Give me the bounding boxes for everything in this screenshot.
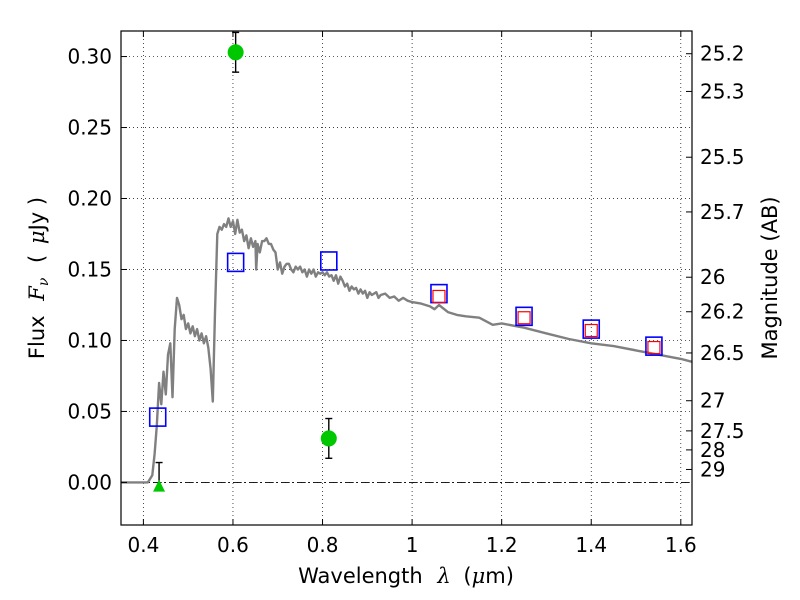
y2-tick-label: 26.5 [700, 341, 745, 365]
model-sed-line [121, 217, 693, 484]
y2-tick-label: 26 [700, 265, 725, 289]
observed-photometry-square [647, 340, 661, 355]
observed-photometry-square [584, 323, 598, 338]
observed-photometry-circle [227, 44, 244, 61]
model-photometry-square [582, 319, 601, 339]
y-tick-label: 0.25 [67, 116, 112, 140]
y-axis-label: Flux Fν ( μJy ) [25, 197, 53, 359]
observed-photometry-circle [320, 430, 337, 447]
x-axis-label-symbol: λ [436, 564, 450, 588]
model-photometry-square [319, 251, 338, 271]
plot-frame [120, 30, 693, 526]
y2-tick-label: 25.3 [700, 79, 745, 103]
model-photometry-square [645, 336, 663, 356]
y2-tick-label: 29 [700, 457, 725, 481]
x-tick-label: 1.4 [575, 533, 607, 557]
y2-tick-label: 25.2 [700, 42, 745, 66]
y-tick-label: 0.20 [67, 187, 112, 211]
x-tick-label: 1 [406, 533, 419, 557]
y-axis-label-sub: ν [36, 277, 52, 286]
y-tick-label: 0.10 [67, 328, 112, 352]
axis-ticks: 0.4 0.6 0.8 1 1.2 1.4 1.6 0.00 0.05 0.10 0.15 0.20 0… [67, 31, 745, 557]
x-axis-label-unit: m) [485, 564, 514, 588]
model-sed-curve [121, 217, 693, 484]
observed-photometry-square [517, 311, 531, 325]
model-photometry-square [515, 306, 533, 327]
model-photometry-square [226, 252, 245, 273]
x-tick-label: 0.4 [127, 533, 159, 557]
observed-photometry-square [432, 289, 446, 304]
y-axis-label-open: ( [25, 255, 49, 263]
y-tick-label: 0.05 [67, 399, 112, 423]
upper-limit-triangle [153, 479, 166, 492]
x-axis-label-open: ( [463, 564, 471, 588]
y2-tick-label: 25.7 [700, 200, 745, 224]
y-tick-label: 0.30 [67, 45, 112, 69]
x-tick-label: 0.6 [217, 533, 249, 557]
y2-tick-label: 26.2 [700, 300, 745, 324]
x-tick-label: 0.8 [307, 533, 339, 557]
y2-axis-label: Magnitude (AB) [758, 196, 782, 359]
photometry-markers [148, 31, 663, 492]
x-axis-label-mu: μ [472, 564, 486, 588]
y-tick-label: 0.15 [67, 257, 112, 281]
y-axis-label-text: Flux [25, 315, 49, 359]
y2-tick-label: 27 [700, 389, 725, 413]
y-axis-label-unit: Jy ) [25, 197, 49, 233]
x-tick-label: 1.6 [665, 533, 697, 557]
y-axis-label-mu: μ [25, 230, 49, 244]
y-tick-label: 0.00 [67, 470, 112, 494]
x-tick-label: 1.2 [486, 533, 518, 557]
y2-tick-label: 27.5 [700, 419, 745, 443]
y2-tick-label: 28 [700, 438, 725, 462]
x-axis-label-text: Wavelength [298, 564, 423, 588]
y2-tick-label: 25.5 [700, 145, 745, 169]
grid-lines [121, 31, 692, 525]
y-axis-label-symbol: F [25, 285, 49, 302]
x-axis-label: Wavelength λ (μm) [298, 564, 514, 588]
model-photometry-square [148, 407, 167, 427]
